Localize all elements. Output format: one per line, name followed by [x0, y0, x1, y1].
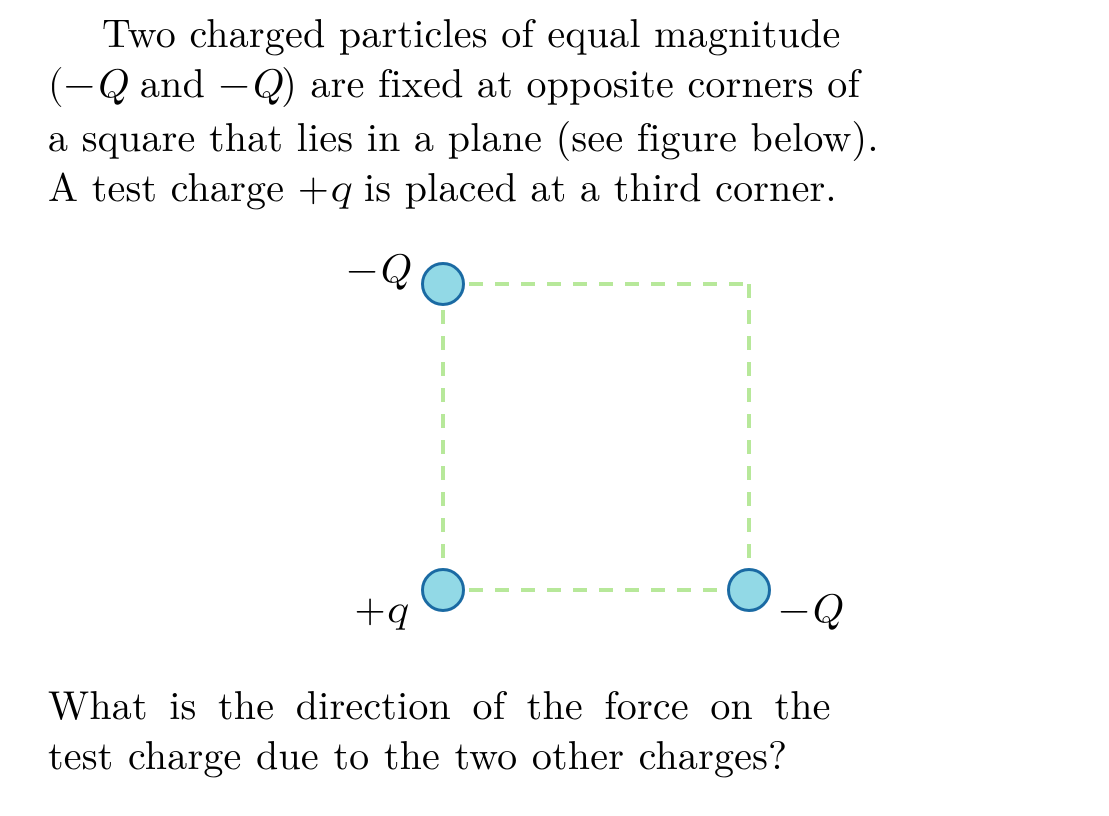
label-top-minus-Q: −Q: [347, 246, 409, 294]
label-bottom-left-plus-q: +q: [355, 586, 407, 634]
label-bottom-left-plus-q-symbol: q: [386, 590, 407, 630]
p2-line1: What is the direction of the force on th…: [48, 674, 831, 731]
p1-l4-b: is placed at a third corner.: [350, 156, 836, 213]
label-top-minus-Q-sign: −: [347, 250, 378, 290]
p1-l4-sign: +: [298, 169, 329, 209]
p1-open-paren: (: [48, 65, 64, 105]
label-top-minus-Q-symbol: Q: [378, 250, 409, 290]
p1-q2-sign: −: [219, 65, 250, 105]
p1-line4: A test charge +q is placed at a third co…: [48, 156, 837, 213]
p1-q1-sign: −: [64, 65, 95, 105]
p1-close: ) are fixed at opposite corners of: [281, 52, 860, 109]
p2-line2: test charge due to the two other charges…: [48, 724, 787, 781]
p1-q2-sym: Q: [250, 65, 281, 105]
problem-paragraph-2: What is the direction of the force on th…: [48, 678, 1061, 778]
p1-and: and: [126, 52, 218, 109]
charge-brQ: [727, 568, 771, 612]
page: Two charged particles of equal magnitude…: [0, 0, 1109, 816]
p1-line1: Two charged particles of equal magnitude: [102, 2, 840, 59]
figure-wrapper: −Q+q−Q: [48, 224, 1061, 664]
p1-l4-sym: q: [329, 169, 350, 209]
label-bottom-right-minus-Q-symbol: Q: [810, 590, 841, 630]
p1-q1-sym: Q: [95, 65, 126, 105]
label-bottom-left-plus-q-sign: +: [355, 590, 386, 630]
p1-l4-a: A test charge: [48, 156, 298, 213]
label-bottom-right-minus-Q-sign: −: [779, 590, 810, 630]
charge-square-figure: −Q+q−Q: [275, 224, 835, 664]
problem-paragraph-1: Two charged particles of equal magnitude…: [48, 6, 1061, 214]
p1-line2: (−Q and −Q) are fixed at opposite corner…: [48, 52, 860, 109]
charge-blQ: [421, 568, 465, 612]
label-bottom-right-minus-Q: −Q: [779, 586, 841, 634]
charge-topQ: [421, 262, 465, 306]
p1-line3: a square that lies in a plane (see figur…: [48, 106, 879, 163]
